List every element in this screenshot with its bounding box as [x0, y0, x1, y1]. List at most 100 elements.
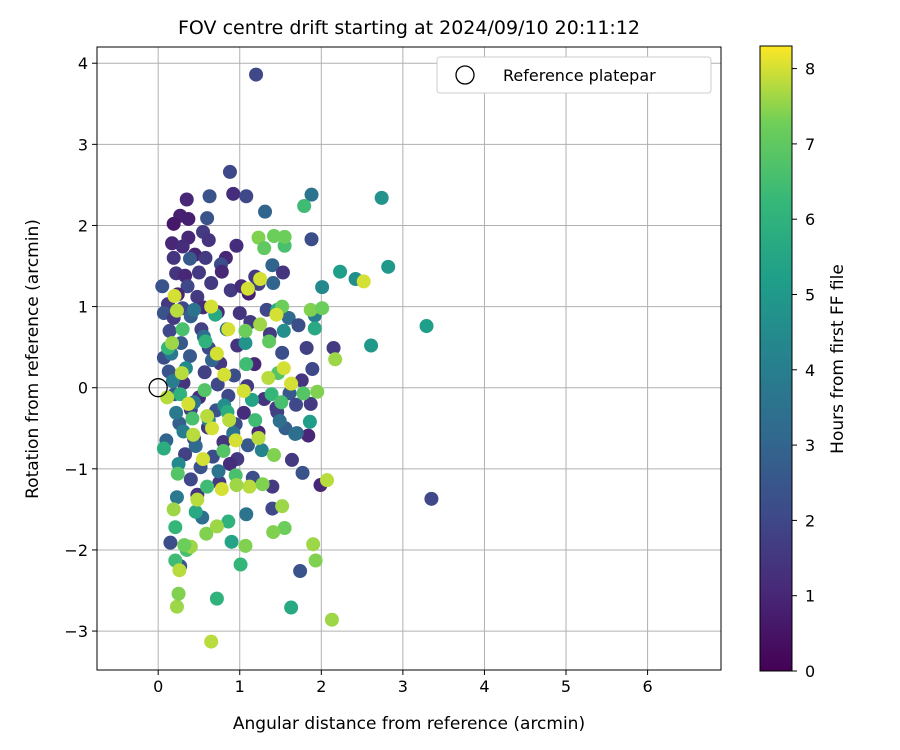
colorbar-tick-label: 8 — [805, 60, 815, 79]
data-point — [181, 396, 196, 411]
colorbar-gradient — [759, 45, 793, 672]
data-point — [197, 383, 212, 398]
data-point — [261, 370, 276, 385]
data-point — [171, 586, 186, 601]
data-point — [304, 232, 319, 247]
data-point — [293, 564, 308, 579]
colorbar-tick-label: 3 — [805, 436, 815, 455]
data-point — [308, 553, 323, 568]
data-point — [258, 204, 273, 219]
data-point — [302, 414, 317, 429]
data-point — [276, 323, 291, 338]
data-point — [222, 164, 237, 179]
data-point — [297, 198, 312, 213]
data-point — [277, 229, 292, 244]
data-point — [333, 264, 348, 279]
data-point — [190, 289, 205, 304]
legend: Reference platepar — [436, 56, 712, 94]
colorbar-tick-label: 1 — [805, 587, 815, 606]
data-point — [211, 464, 226, 479]
data-point — [224, 534, 239, 549]
data-point — [266, 525, 281, 540]
y-tick-label: 3 — [78, 135, 88, 154]
y-tick-label: −3 — [64, 622, 88, 641]
data-point — [262, 334, 277, 349]
data-point — [238, 323, 253, 338]
data-point — [191, 265, 206, 280]
data-point — [266, 276, 281, 291]
legend-box — [436, 56, 712, 94]
data-point — [310, 384, 325, 399]
x-axis-label: Angular distance from reference (arcmin) — [233, 714, 585, 734]
data-point — [264, 387, 279, 402]
colorbar-tick-label: 6 — [805, 210, 815, 229]
data-point — [173, 387, 188, 402]
data-point — [174, 366, 189, 381]
data-point — [180, 279, 195, 294]
data-point — [156, 441, 171, 456]
data-point — [364, 338, 379, 353]
y-axis-ticks: −3 −2 −1 0 1 2 3 4 — [64, 54, 97, 641]
data-point — [240, 438, 255, 453]
data-point — [275, 265, 290, 280]
data-point — [284, 452, 299, 467]
data-point — [188, 439, 203, 454]
data-point — [232, 306, 247, 321]
data-point — [239, 357, 254, 372]
data-point — [274, 395, 289, 410]
data-point — [304, 187, 319, 202]
data-point — [209, 346, 224, 361]
data-point — [255, 477, 270, 492]
data-point — [253, 272, 268, 287]
legend-label: Reference platepar — [503, 66, 656, 85]
data-point — [181, 211, 196, 226]
colorbar-tick-label: 0 — [805, 662, 815, 681]
data-point — [199, 526, 214, 541]
data-point — [222, 456, 237, 471]
data-point — [303, 302, 318, 317]
data-point — [170, 466, 185, 481]
data-point — [249, 67, 264, 82]
data-point — [221, 322, 236, 337]
data-points — [155, 67, 439, 649]
data-point — [326, 340, 341, 355]
reference-platepar-marker — [148, 378, 168, 398]
data-point — [182, 251, 197, 266]
data-point — [226, 186, 241, 201]
plot-frame — [96, 46, 722, 671]
data-point — [205, 421, 220, 436]
data-point — [284, 376, 299, 391]
data-point — [186, 427, 201, 442]
data-point — [303, 396, 318, 411]
data-point — [299, 340, 314, 355]
data-point — [328, 352, 343, 367]
data-point — [276, 361, 291, 376]
data-point — [305, 362, 320, 377]
data-point — [178, 268, 193, 283]
data-point — [236, 405, 251, 420]
data-point — [204, 276, 219, 291]
data-point — [190, 492, 205, 507]
data-point — [172, 563, 187, 578]
data-point — [216, 443, 231, 458]
data-point — [209, 591, 224, 606]
colorbar-tick-label: 2 — [805, 511, 815, 530]
data-point — [269, 307, 284, 322]
x-tick-label: 1 — [235, 677, 245, 696]
x-tick-label: 0 — [153, 677, 163, 696]
colorbar-ticks: 0 1 2 3 4 5 6 7 8 — [792, 60, 815, 681]
data-point — [200, 409, 215, 424]
data-point — [160, 390, 175, 405]
data-point — [217, 367, 232, 382]
data-point — [169, 303, 184, 318]
data-point — [239, 507, 254, 522]
data-point — [315, 280, 330, 295]
y-tick-label: −1 — [64, 460, 88, 479]
colorbar-label: Hours from first FF file — [828, 264, 848, 454]
data-point — [200, 479, 215, 494]
data-point — [175, 322, 190, 337]
data-point — [236, 383, 251, 398]
data-point — [198, 250, 213, 265]
data-point — [188, 504, 203, 519]
